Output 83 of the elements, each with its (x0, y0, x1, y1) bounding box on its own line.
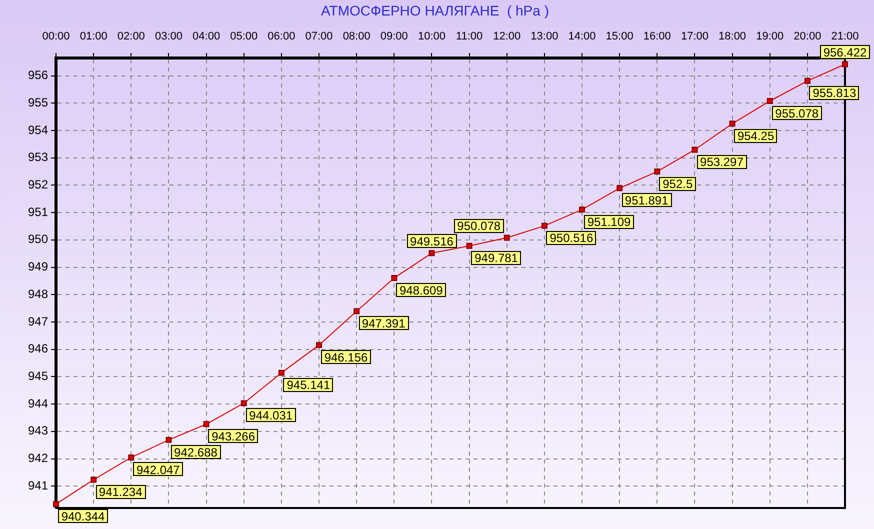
point (504, 234, 510, 241)
x-tick-label: 02:00 (117, 30, 145, 42)
x-tick-label: 07:00 (305, 30, 333, 42)
y-tick-label: 945 (28, 369, 48, 384)
point (654, 168, 660, 174)
point (729, 120, 736, 127)
chart-title: АТМОСФЕРНО НАЛЯГАНЕ ( hPa ) (321, 2, 549, 18)
y-tick-label: 946 (28, 342, 48, 356)
point (316, 342, 322, 348)
x-tick-label: 21:00 (831, 30, 859, 42)
x-tick-label: 13:00 (530, 30, 558, 42)
point (579, 206, 585, 213)
y-tick-label: 942 (28, 451, 48, 466)
point (166, 436, 172, 443)
x-tick-label: 00:00 (42, 30, 70, 42)
y-tick-label: 947 (28, 314, 48, 328)
data-label: 943.266 (212, 429, 256, 444)
x-tick-label: 20:00 (794, 30, 822, 42)
x-tick-label: 08:00 (342, 30, 370, 42)
y-tick-label: 956 (28, 68, 48, 82)
point (428, 250, 435, 256)
x-tick-label: 17:00 (680, 30, 708, 42)
x-tick-label: 04:00 (192, 30, 220, 42)
x-tick-label: 14:00 (568, 30, 596, 42)
x-tick-label: 16:00 (643, 30, 671, 42)
y-tick-label: 949 (28, 260, 48, 274)
point (53, 501, 59, 508)
x-tick-label: 11:00 (456, 30, 483, 42)
point (766, 98, 773, 104)
data-label: 948.609 (399, 283, 444, 298)
y-tick-label: 948 (28, 286, 48, 301)
data-label: 942.688 (174, 445, 218, 460)
data-label: 947.391 (362, 316, 406, 331)
point (391, 274, 398, 281)
point (240, 400, 247, 406)
point (692, 146, 698, 153)
x-tick-label: 05:00 (230, 30, 258, 42)
data-label: 956.422 (823, 46, 868, 60)
data-label: 946.156 (324, 350, 368, 364)
data-label: 944.031 (249, 408, 293, 423)
data-label: 949.781 (474, 251, 518, 266)
data-label: 955.078 (775, 106, 819, 120)
x-tick-label: 10:00 (418, 30, 446, 42)
y-tick-label: 954 (28, 122, 48, 137)
x-tick-label: 06:00 (268, 30, 296, 42)
x-tick-label: 15:00 (606, 30, 634, 42)
data-label: 952.5 (662, 176, 693, 191)
data-label: 945.141 (286, 378, 330, 392)
data-label: 940.344 (61, 509, 106, 524)
data-label: 949.516 (410, 234, 454, 248)
y-tick-label: 953 (28, 150, 48, 164)
y-tick-label: 943 (28, 424, 48, 438)
point (842, 61, 848, 68)
data-label: 950.078 (457, 219, 501, 234)
data-label: 953.297 (700, 155, 744, 170)
y-tick-label: 950 (28, 232, 48, 246)
point (354, 308, 360, 314)
y-tick-label: 951 (28, 204, 48, 219)
y-tick-label: 952 (28, 178, 48, 192)
point (804, 78, 810, 84)
point (616, 185, 623, 192)
x-tick-label: 12:00 (493, 30, 521, 42)
data-label: 950.516 (550, 231, 594, 246)
data-label: 942.047 (136, 462, 180, 477)
x-tick-label: 19:00 (756, 30, 784, 42)
data-label: 954.25 (737, 128, 774, 143)
data-label: 941.234 (98, 485, 143, 500)
y-tick-label: 941 (28, 478, 48, 492)
x-tick-label: 09:00 (380, 30, 408, 42)
data-label: 951.109 (587, 214, 632, 229)
y-tick-label: 955 (28, 95, 48, 110)
data-label: 951.891 (624, 194, 669, 208)
point (278, 370, 284, 376)
point (466, 242, 472, 249)
point (203, 421, 210, 428)
data-label: 955.813 (812, 86, 856, 100)
y-tick-label: 944 (28, 396, 48, 410)
point (128, 454, 134, 460)
x-tick-label: 18:00 (718, 30, 746, 42)
x-tick-label: 03:00 (154, 30, 182, 42)
point (541, 222, 548, 229)
point (90, 476, 97, 483)
x-tick-label: 01:00 (80, 30, 108, 42)
